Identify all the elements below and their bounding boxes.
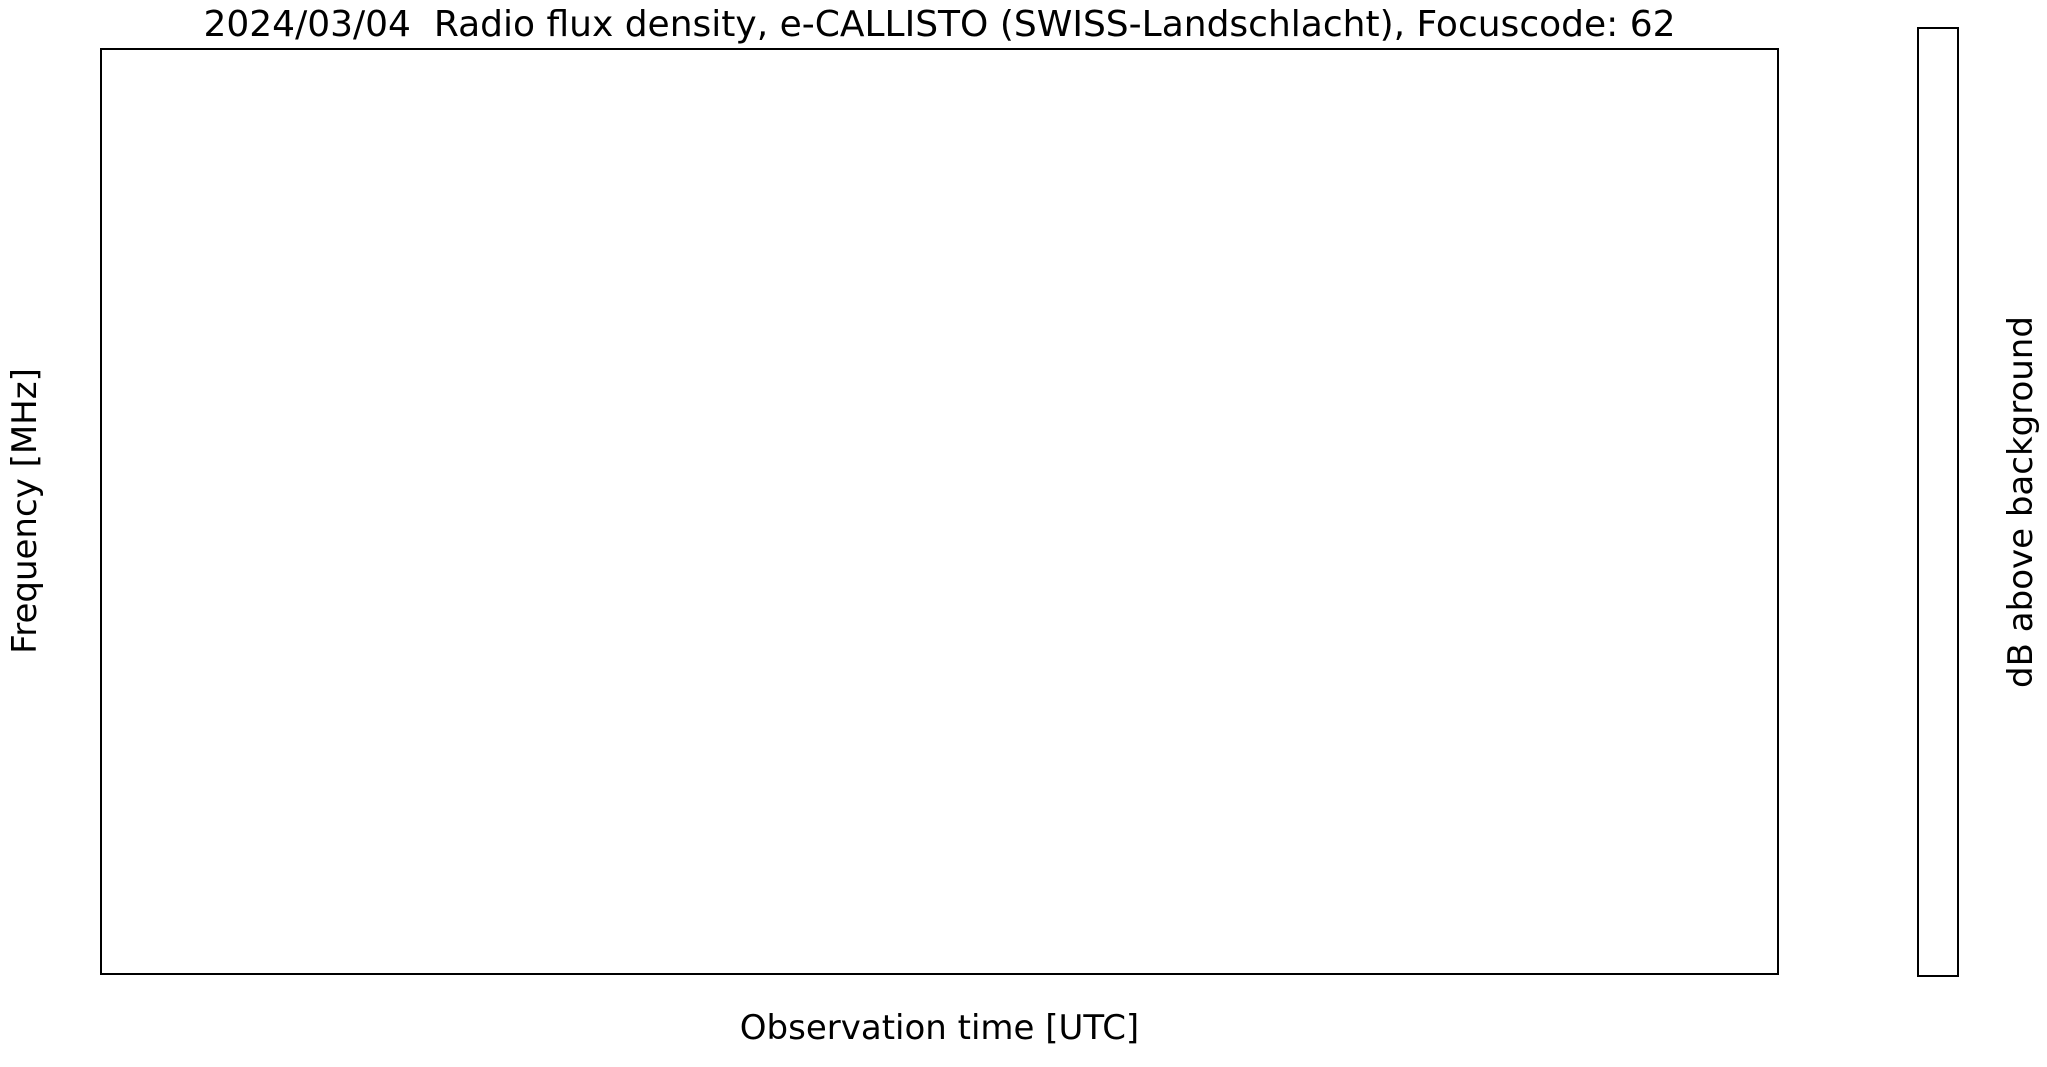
colorbar-label: dB above background bbox=[2001, 316, 2041, 688]
colorbar bbox=[1917, 27, 1959, 977]
chart-title: 2024/03/04 Radio flux density, e-CALLIST… bbox=[203, 4, 1676, 45]
x-axis-label: Observation time [UTC] bbox=[739, 1008, 1140, 1048]
y-axis-label: Frequency [MHz] bbox=[5, 368, 45, 654]
spectrogram-canvas bbox=[102, 50, 1777, 973]
